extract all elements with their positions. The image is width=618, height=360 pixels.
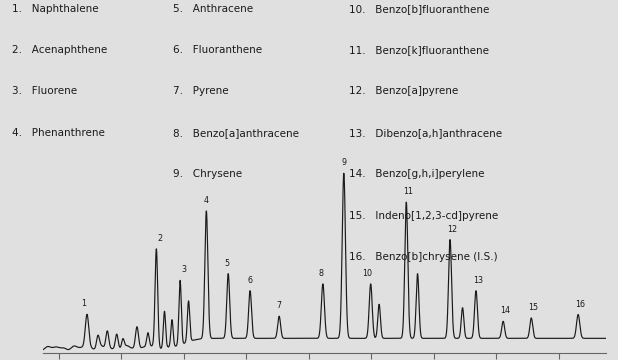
Text: 12.   Benzo[a]pyrene: 12. Benzo[a]pyrene xyxy=(349,86,459,96)
Text: 2.   Acenaphthene: 2. Acenaphthene xyxy=(12,45,108,55)
Text: 1.   Naphthalene: 1. Naphthalene xyxy=(12,4,99,14)
Text: 7: 7 xyxy=(277,301,282,310)
Text: 13.   Dibenzo[a,h]anthracene: 13. Dibenzo[a,h]anthracene xyxy=(349,128,502,138)
Text: 11: 11 xyxy=(403,187,413,196)
Text: 8: 8 xyxy=(319,269,324,278)
Text: 7.   Pyrene: 7. Pyrene xyxy=(173,86,229,96)
Text: 5.   Anthracene: 5. Anthracene xyxy=(173,4,253,14)
Text: 4.   Phenanthrene: 4. Phenanthrene xyxy=(12,128,105,138)
Text: 9.   Chrysene: 9. Chrysene xyxy=(173,169,242,179)
Text: 12: 12 xyxy=(447,225,457,234)
Text: 9: 9 xyxy=(341,158,346,167)
Text: 10: 10 xyxy=(362,269,372,278)
Text: 5: 5 xyxy=(224,259,229,268)
Text: 15.   Indeno[1,2,3-cd]pyrene: 15. Indeno[1,2,3-cd]pyrene xyxy=(349,211,499,221)
Text: 16: 16 xyxy=(575,300,585,309)
Text: 13: 13 xyxy=(473,276,483,285)
Text: 8.   Benzo[a]anthracene: 8. Benzo[a]anthracene xyxy=(173,128,299,138)
Text: 2: 2 xyxy=(157,234,162,243)
Text: 3: 3 xyxy=(181,265,187,274)
Text: 14: 14 xyxy=(500,306,510,315)
Text: 4: 4 xyxy=(204,196,209,205)
Text: 6.   Fluoranthene: 6. Fluoranthene xyxy=(173,45,262,55)
Text: 16.   Benzo[b]chrysene (I.S.): 16. Benzo[b]chrysene (I.S.) xyxy=(349,252,497,262)
Text: 1: 1 xyxy=(81,299,86,308)
Text: 6: 6 xyxy=(248,276,253,285)
Text: 15: 15 xyxy=(528,303,538,312)
Text: 10.   Benzo[b]fluoranthene: 10. Benzo[b]fluoranthene xyxy=(349,4,489,14)
Text: 14.   Benzo[g,h,i]perylene: 14. Benzo[g,h,i]perylene xyxy=(349,169,485,179)
Text: 3.   Fluorene: 3. Fluorene xyxy=(12,86,77,96)
Text: 11.   Benzo[k]fluoranthene: 11. Benzo[k]fluoranthene xyxy=(349,45,489,55)
